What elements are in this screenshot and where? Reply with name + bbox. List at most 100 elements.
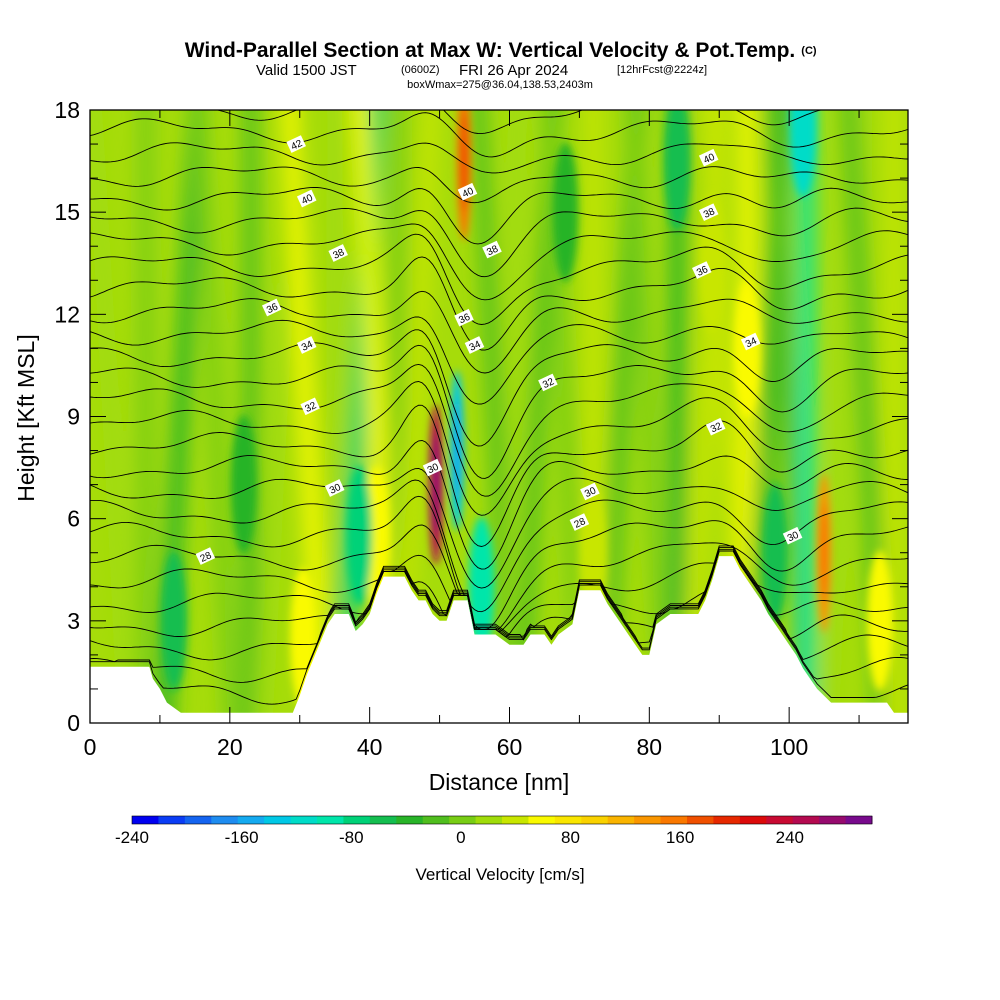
- contour-label: 30: [580, 482, 600, 501]
- contour-label-text: 30: [583, 485, 598, 500]
- contour-label-text: 28: [199, 550, 214, 565]
- colorbar-tick-label: -240: [115, 828, 149, 847]
- colorbar-swatch: [422, 816, 450, 824]
- colorbar-tick-label: 0: [456, 828, 465, 847]
- x-axis: 0 20 40 60 80 100: [84, 110, 860, 760]
- isentrope-line: [90, 404, 908, 547]
- colorbar-tick-label: 80: [561, 828, 580, 847]
- colorbar-frame: [131, 815, 873, 825]
- velocity-feature: [468, 516, 495, 657]
- isentrope-line: [90, 316, 908, 405]
- contour-label-text: 30: [426, 461, 441, 476]
- contour-label-text: 32: [541, 376, 556, 391]
- velocity-blobs: [160, 110, 894, 708]
- contour-label: 38: [482, 240, 502, 259]
- colorbar-tick-label: 240: [776, 828, 804, 847]
- y-tick-label: 3: [67, 608, 80, 634]
- terrain-mask: [90, 556, 908, 723]
- contour-label-text: 40: [702, 152, 717, 167]
- colorbar-tick-label: 160: [666, 828, 694, 847]
- y-axis-title: Height [Kft MSL]: [13, 334, 39, 501]
- x-tick-label: 40: [357, 734, 383, 760]
- colorbar-swatch: [528, 816, 556, 824]
- isentrope-line: [215, 110, 824, 135]
- colorbar-tick-label: -80: [339, 828, 364, 847]
- contour-label-text: 34: [468, 339, 483, 354]
- velocity-feature: [790, 110, 817, 198]
- velocity-band: [324, 110, 345, 723]
- velocity-band: [136, 110, 156, 723]
- isentrope-line: [90, 548, 908, 683]
- contour-label-text: 40: [461, 186, 476, 201]
- colorbar-swatch: [554, 816, 582, 824]
- colorbar-swatch: [845, 816, 873, 824]
- colorbar-ticks: -240 -160 -80 0 80 160 240: [115, 828, 804, 847]
- colorbar-swatch: [475, 816, 503, 824]
- velocity-feature: [762, 482, 789, 623]
- contour-label: 32: [538, 373, 558, 392]
- isentrope-line: [90, 142, 908, 174]
- colorbar-swatch: [317, 816, 344, 824]
- velocity-feature: [867, 550, 894, 691]
- y-tick-label: 18: [54, 97, 80, 123]
- contour-label: 42: [286, 135, 306, 153]
- colorbar-title: Vertical Velocity [cm/s]: [415, 865, 584, 884]
- contour-label: 34: [740, 332, 761, 351]
- chart-subtitle-box: boxWmax=275@36.04,138.53,2403m: [407, 79, 593, 91]
- x-tick-label: 100: [770, 734, 808, 760]
- contour-label-text: 36: [457, 312, 472, 327]
- colorbar-swatch: [237, 816, 265, 824]
- contour-label: 40: [296, 189, 317, 208]
- x-tick-label: 60: [497, 734, 523, 760]
- colorbar-swatch: [396, 816, 424, 824]
- chart-subtitle-valid: Valid 1500 JST: [256, 62, 357, 79]
- contour-label-text: 32: [709, 421, 724, 436]
- isentrope-line: [90, 440, 908, 570]
- velocity-feature: [230, 414, 257, 555]
- x-tick-label: 20: [217, 734, 243, 760]
- velocity-feature: [160, 550, 187, 691]
- contour-label: 36: [692, 261, 712, 279]
- velocity-feature: [699, 193, 726, 334]
- colorbar: [131, 815, 873, 825]
- isentrope-line: [90, 550, 908, 633]
- contour-labels: 42 40 38 36 34 32 30 28 30 40 38 36 34 32 30 28 40 38 36 34…: [195, 135, 803, 565]
- colorbar-swatch: [713, 816, 741, 824]
- colorbar-swatch: [211, 816, 239, 824]
- isentrope-line: [90, 363, 908, 497]
- isentrope-line: [90, 545, 908, 641]
- contour-label: 36: [454, 308, 474, 327]
- colorbar-swatch: [687, 816, 714, 824]
- velocity-feature-core: [820, 502, 829, 603]
- contour-label: 32: [705, 417, 726, 436]
- velocity-band: [796, 110, 817, 723]
- colorbar-swatch: [739, 816, 767, 824]
- velocity-band: [624, 110, 676, 723]
- contour-label: 34: [296, 336, 317, 354]
- isentrope-line: [90, 524, 908, 630]
- contour-label: 38: [698, 203, 719, 222]
- velocity-feature: [346, 465, 373, 606]
- contour-label: 30: [782, 526, 803, 545]
- velocity-band: [281, 110, 333, 723]
- contour-label-text: 38: [485, 243, 500, 258]
- contour-label-text: 30: [328, 482, 343, 497]
- vertical-velocity-field: 42 40 38 36 34 32 30 28 30 40 38 36 34 32 30 28 40 38 36 34…: [90, 110, 908, 723]
- chart-subtitle-date: FRI 26 Apr 2024: [459, 62, 568, 79]
- contour-label-text: 38: [331, 247, 346, 262]
- isentrope-line: [90, 186, 908, 245]
- chart-title: Wind-Parallel Section at Max W: Vertical…: [185, 39, 796, 62]
- y-tick-label: 15: [54, 199, 80, 225]
- contour-label-text: 34: [300, 339, 315, 354]
- x-axis-title: Distance [nm]: [429, 769, 570, 795]
- y-tick-label: 9: [67, 404, 80, 430]
- velocity-band: [540, 110, 592, 723]
- contour-label-text: 38: [702, 206, 717, 221]
- isentrope-line: [90, 468, 908, 589]
- colorbar-swatch: [158, 816, 186, 824]
- y-tick-label: 6: [67, 506, 80, 532]
- contour-label: 32: [300, 397, 320, 416]
- colorbar-swatch: [660, 816, 688, 824]
- isentrope-line: [90, 290, 908, 374]
